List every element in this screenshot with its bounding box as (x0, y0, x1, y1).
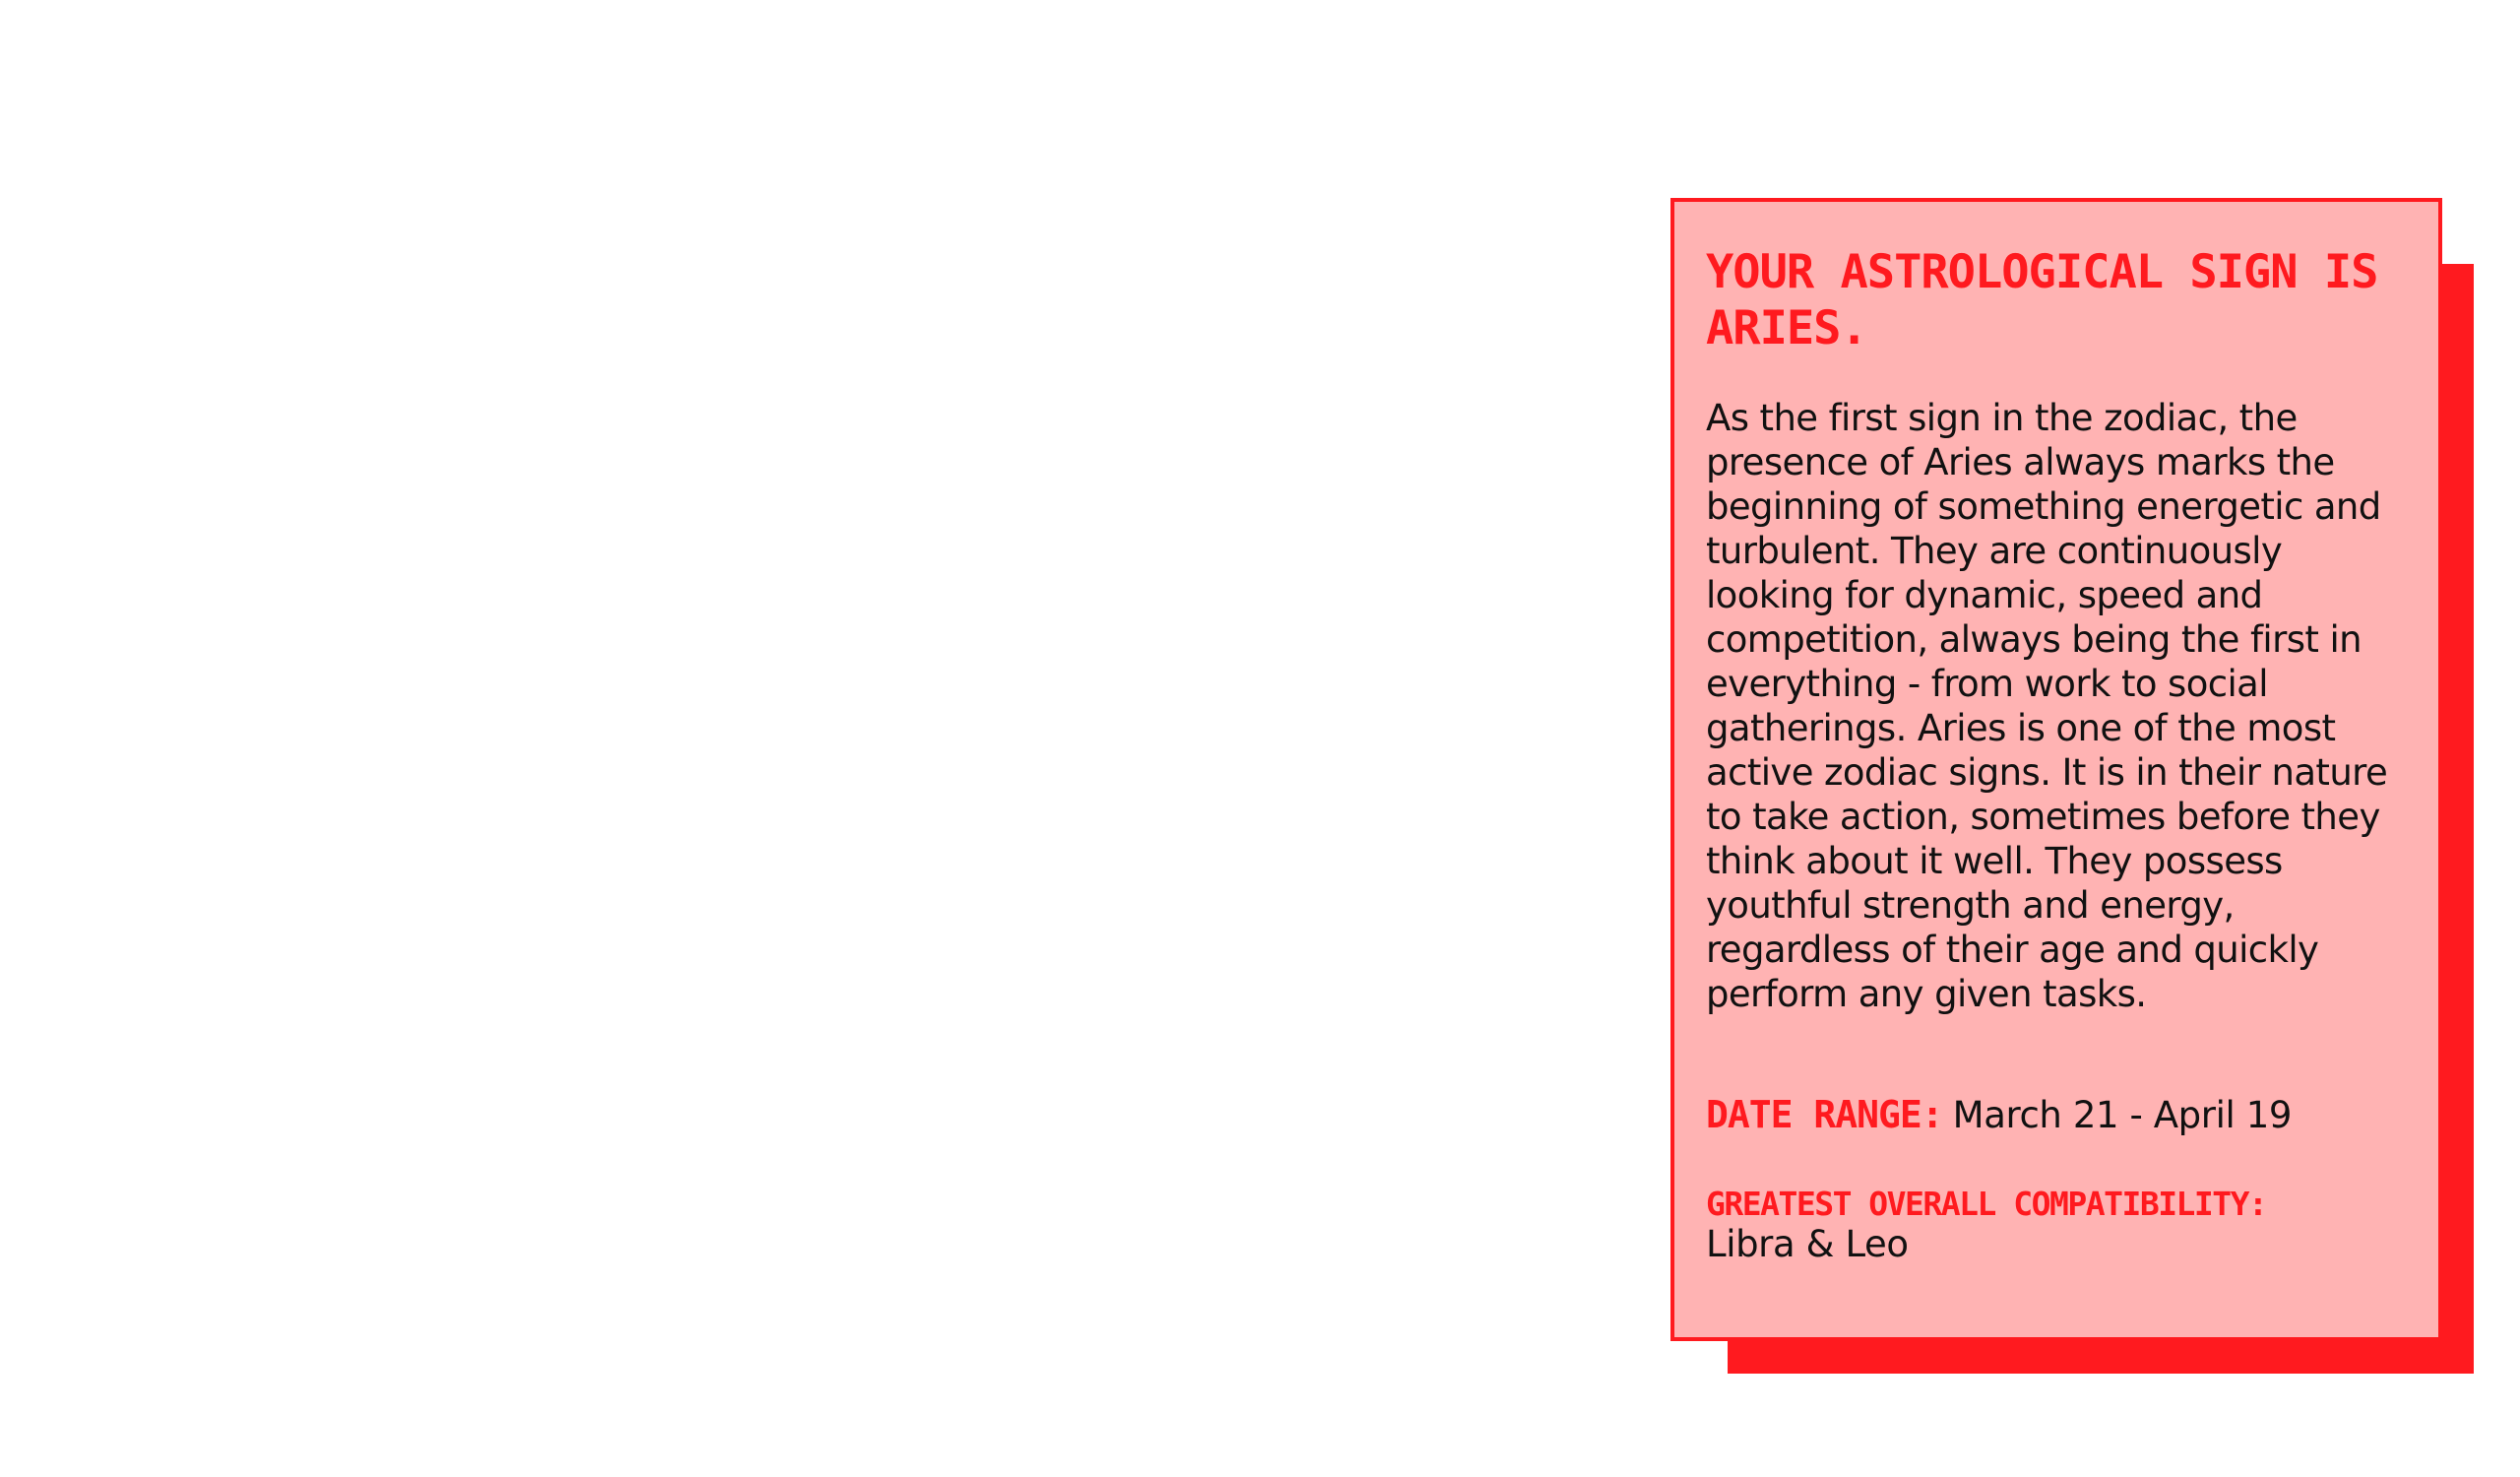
date-range-label: Date range: (1706, 1093, 1944, 1136)
date-range-value: March 21 - April 19 (1952, 1094, 2293, 1136)
compatibility-label: Greatest overall compatibility: (1706, 1185, 2268, 1223)
compatibility-row: Greatest overall compatibility: Libra & … (1706, 1185, 2411, 1265)
sign-description: As the first sign in the zodiac, the pre… (1706, 397, 2388, 1015)
result-title: Your astrological sign is Aries. (1706, 245, 2378, 355)
compatibility-value: Libra & Leo (1706, 1223, 1909, 1265)
zodiac-result-card: Your astrological sign is Aries. As the … (1670, 198, 2442, 1341)
date-range-row: Date range: March 21 - April 19 (1706, 1093, 2411, 1137)
